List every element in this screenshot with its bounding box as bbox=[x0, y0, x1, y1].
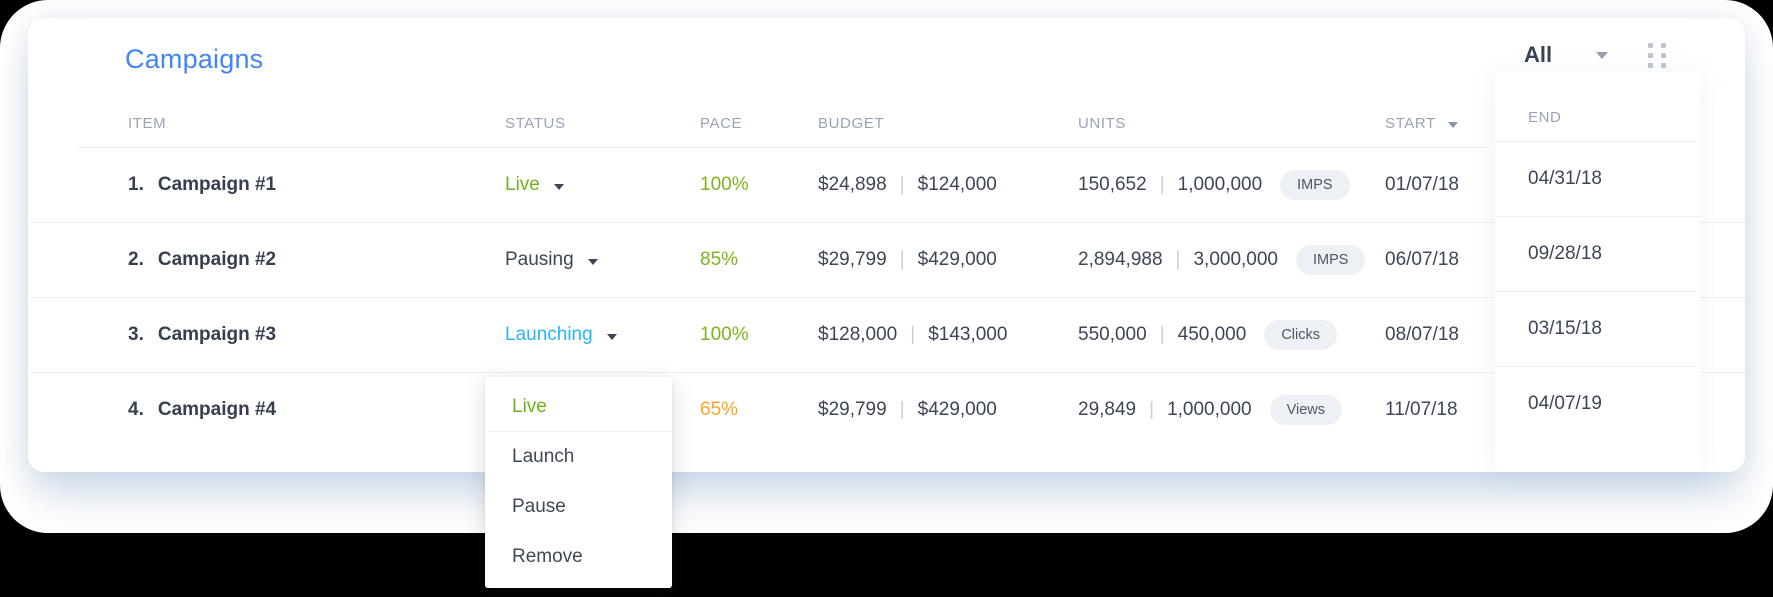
table-row: 04/07/19 bbox=[1495, 367, 1700, 441]
column-header-budget: BUDGET bbox=[818, 115, 885, 132]
pace-value: 100% bbox=[700, 324, 749, 345]
header-divider bbox=[77, 147, 1490, 148]
drag-handle-icon[interactable] bbox=[1648, 42, 1667, 68]
header-divider bbox=[1495, 141, 1700, 142]
chevron-down-icon[interactable] bbox=[1596, 51, 1609, 59]
start-date: 06/07/18 bbox=[1385, 249, 1459, 270]
column-header-units: UNITS bbox=[1078, 115, 1126, 132]
menu-item-pause[interactable]: Pause bbox=[512, 496, 566, 517]
table-row: 3. Campaign #3 Launching 100% $128,000 | $… bbox=[28, 298, 1745, 373]
column-header-status: STATUS bbox=[505, 115, 566, 132]
table-row: 2. Campaign #2 Pausing 85% $29,799 | $429,… bbox=[28, 223, 1745, 298]
chevron-down-icon bbox=[587, 258, 598, 265]
budget-cell: $29,799 | $429,000 bbox=[818, 249, 997, 270]
chevron-down-icon bbox=[606, 333, 617, 340]
status-dropdown[interactable]: Launching bbox=[505, 298, 617, 372]
unit-type-badge: Views bbox=[1269, 395, 1343, 425]
budget-cell: $128,000 | $143,000 bbox=[818, 324, 1008, 345]
budget-cell: $24,898 | $124,000 bbox=[818, 174, 997, 195]
unit-type-badge: IMPS bbox=[1280, 170, 1350, 200]
table-row: 09/28/18 bbox=[1495, 217, 1700, 292]
unit-type-badge: Clicks bbox=[1264, 320, 1337, 350]
menu-item-remove[interactable]: Remove bbox=[512, 546, 583, 567]
pace-value: 65% bbox=[700, 399, 739, 420]
column-header-start[interactable]: START bbox=[1385, 115, 1458, 132]
start-date: 01/07/18 bbox=[1385, 174, 1459, 195]
units-cell: 29,849 | 1,000,000 Views bbox=[1078, 373, 1343, 447]
page-title: Campaigns bbox=[125, 44, 264, 74]
campaigns-card: Campaigns All ITEM STATUS PACE BUDGET UN… bbox=[28, 18, 1745, 472]
unit-type-badge: IMPS bbox=[1296, 245, 1366, 275]
units-cell: 150,652 | 1,000,000 IMPS bbox=[1078, 148, 1350, 222]
table-row: 1. Campaign #1 Live 100% $24,898 | $124,00… bbox=[28, 148, 1745, 223]
end-date: 03/15/18 bbox=[1528, 318, 1602, 339]
menu-item-launch[interactable]: Launch bbox=[512, 446, 575, 467]
campaign-name: 3. Campaign #3 bbox=[128, 324, 277, 345]
end-date: 04/07/19 bbox=[1528, 393, 1602, 414]
column-header-pace: PACE bbox=[700, 115, 743, 132]
end-date: 09/28/18 bbox=[1528, 243, 1602, 264]
sort-descending-icon bbox=[1447, 121, 1458, 128]
status-dropdown[interactable]: Live bbox=[505, 148, 564, 222]
chevron-down-icon bbox=[553, 183, 564, 190]
status-label: Live bbox=[505, 174, 540, 195]
table-row: 4. Campaign #4 65% $29,799 | $429,000 29,8… bbox=[28, 373, 1745, 447]
start-date: 11/07/18 bbox=[1385, 399, 1458, 420]
status-dropdown-menu: Live Launch Pause Remove bbox=[485, 377, 672, 588]
start-date: 08/07/18 bbox=[1385, 324, 1459, 345]
campaigns-table: 1. Campaign #1 Live 100% $24,898 | $124,00… bbox=[28, 148, 1745, 447]
end-column-drag-panel[interactable]: END 04/31/18 09/28/18 03/15/18 04/07/19 bbox=[1495, 72, 1700, 472]
filter-dropdown-value[interactable]: All bbox=[1524, 42, 1553, 67]
budget-cell: $29,799 | $429,000 bbox=[818, 399, 997, 420]
campaign-name: 2. Campaign #2 bbox=[128, 249, 277, 270]
pace-value: 100% bbox=[700, 174, 749, 195]
end-date: 04/31/18 bbox=[1528, 168, 1602, 189]
campaign-name: 4. Campaign #4 bbox=[128, 399, 277, 420]
menu-item-live[interactable]: Live bbox=[485, 377, 672, 432]
campaign-name: 1. Campaign #1 bbox=[128, 174, 277, 195]
end-column-rows: 04/31/18 09/28/18 03/15/18 04/07/19 bbox=[1495, 142, 1700, 441]
pace-value: 85% bbox=[700, 249, 739, 270]
table-row: 04/31/18 bbox=[1495, 142, 1700, 217]
column-header-end: END bbox=[1528, 109, 1562, 126]
card-controls: All bbox=[1524, 42, 1667, 68]
status-dropdown[interactable]: Pausing bbox=[505, 223, 598, 297]
column-header-item: ITEM bbox=[128, 115, 167, 132]
units-cell: 2,894,988 | 3,000,000 IMPS bbox=[1078, 223, 1366, 297]
status-label: Launching bbox=[505, 324, 593, 345]
units-cell: 550,000 | 450,000 Clicks bbox=[1078, 298, 1337, 372]
table-row: 03/15/18 bbox=[1495, 292, 1700, 367]
status-label: Pausing bbox=[505, 249, 574, 270]
